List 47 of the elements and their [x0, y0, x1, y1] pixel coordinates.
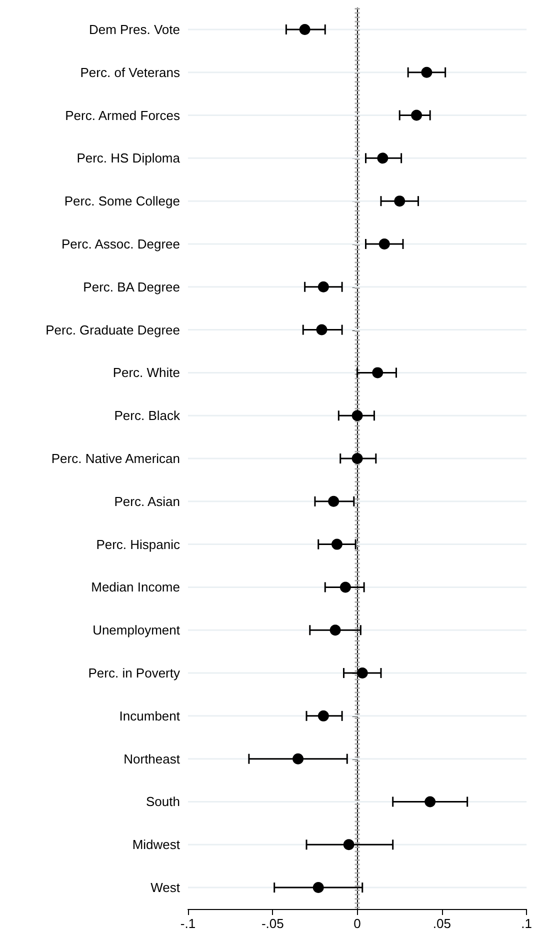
y-tick-label: Perc. Asian	[114, 494, 180, 509]
y-tick-label: Median Income	[91, 580, 180, 595]
y-tick-label: West	[150, 880, 180, 896]
point	[421, 66, 432, 78]
point	[292, 753, 304, 764]
point	[299, 24, 310, 35]
y-tick-label: Perc. Armed Forces	[65, 108, 180, 123]
y-tick-label: Perc. Black	[114, 408, 180, 424]
point	[330, 624, 341, 636]
y-tick-label: Perc. Assoc. Degree	[62, 236, 180, 252]
y-tick-label: Midwest	[132, 837, 180, 852]
y-tick-label: Perc. Native American	[51, 451, 180, 466]
y-tick-label: Perc. HS Diploma	[76, 150, 181, 166]
point	[424, 796, 436, 808]
x-tick-label: -.1	[180, 916, 196, 931]
point	[377, 152, 388, 164]
y-tick-label: Perc. White	[112, 365, 180, 380]
y-tick-label: Incumbent	[119, 708, 180, 724]
x-tick-label: .1	[521, 916, 532, 931]
point	[331, 538, 342, 550]
point	[343, 839, 354, 850]
x-tick-label: .05	[432, 916, 451, 931]
point	[372, 367, 384, 378]
y-tick-label: South	[146, 794, 180, 810]
x-tick-label: 0	[354, 916, 361, 931]
y-tick-label: Perc. Graduate Degree	[46, 322, 180, 338]
y-tick-label: Perc. Some College	[64, 194, 180, 209]
point	[318, 710, 329, 722]
y-tick-label: Perc. in Poverty	[88, 666, 180, 681]
y-tick-label: Dem Pres. Vote	[88, 22, 180, 37]
point	[318, 281, 329, 292]
point	[411, 110, 422, 121]
y-tick-label: Unemployment	[92, 622, 180, 638]
point	[394, 196, 406, 207]
x-tick-label: -.05	[261, 916, 284, 931]
point	[340, 582, 351, 593]
point	[356, 668, 368, 679]
point	[378, 238, 390, 250]
y-tick-label: Northeast	[124, 751, 180, 766]
y-tick-label: Perc. of Veterans	[80, 64, 180, 80]
y-tick-label: Perc. Hispanic	[96, 536, 180, 552]
y-tick-label: Perc. BA Degree	[83, 279, 180, 294]
point	[352, 410, 363, 422]
point	[352, 453, 363, 464]
point	[312, 882, 324, 894]
point	[316, 324, 328, 336]
point	[328, 496, 340, 507]
